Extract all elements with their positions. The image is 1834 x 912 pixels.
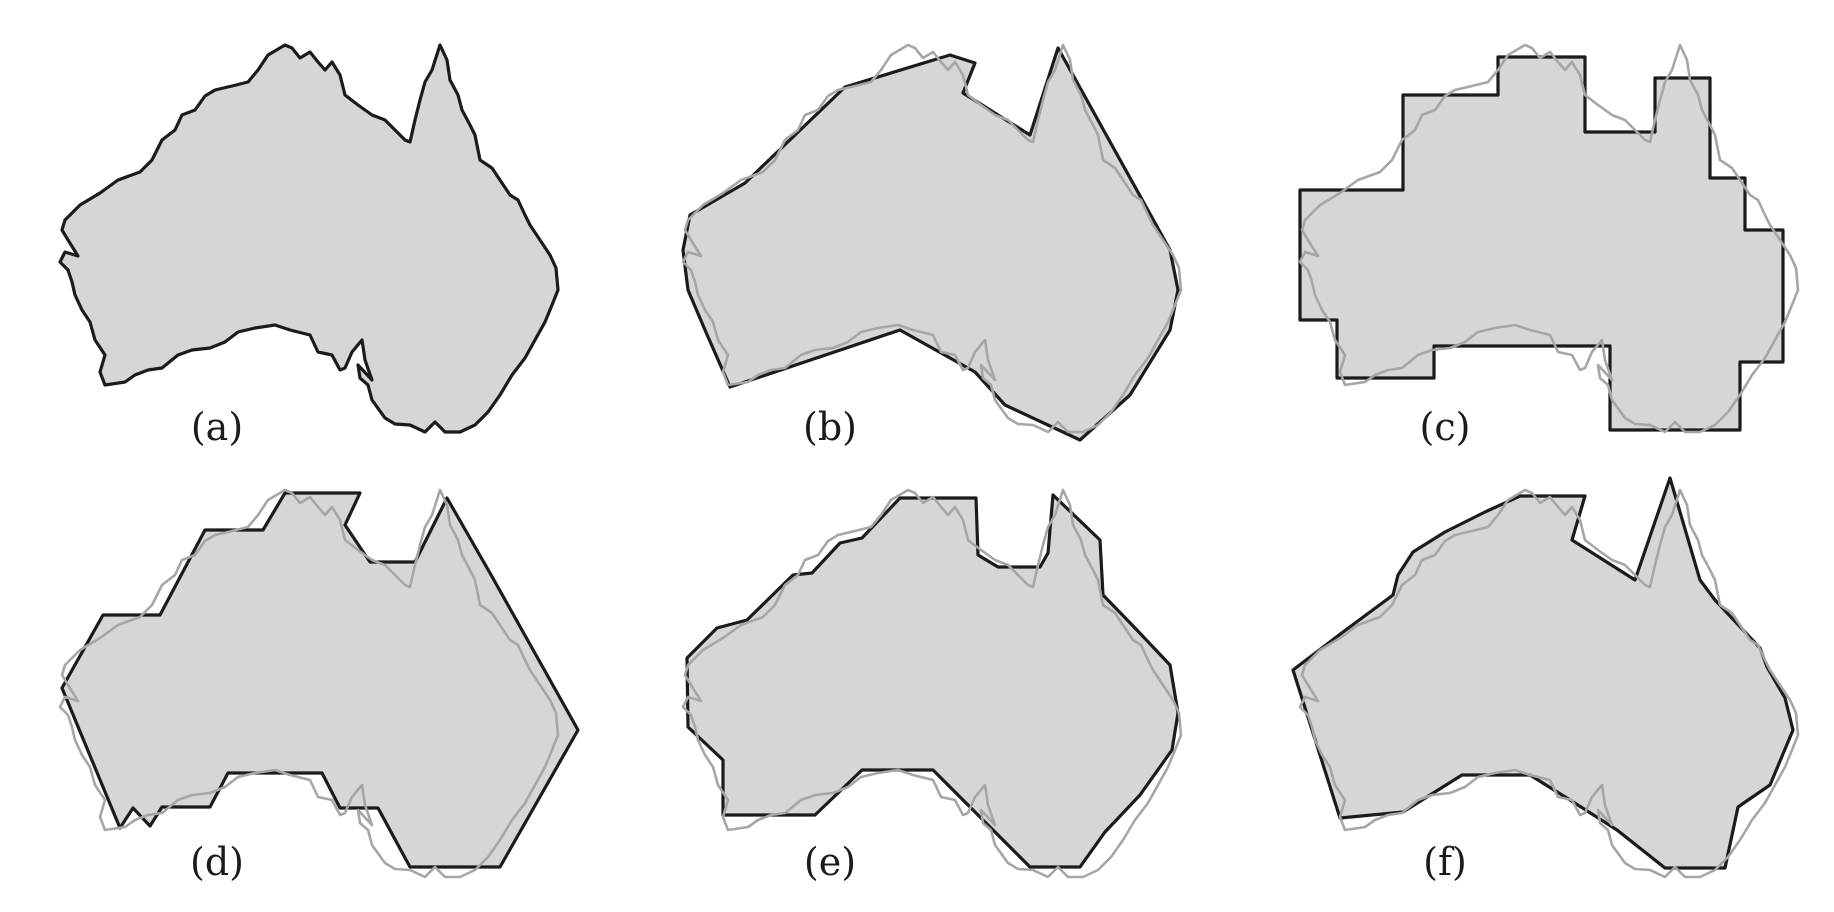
panel-b [681,43,1183,442]
panel-label-a: (a) [191,405,243,449]
panel-label-d: (d) [190,840,244,884]
panel-label-e: (e) [804,840,856,884]
freeform-approximation [1291,476,1795,870]
panel-c [1298,43,1800,434]
panel-e [681,488,1183,879]
panel-a [58,43,560,434]
hexagonal-approximation [60,491,580,869]
octagonal-approximation [685,493,1180,869]
panel-label-f: (f) [1423,840,1467,884]
panel-label-c: (c) [1420,405,1471,449]
polygon-approximation [681,46,1180,442]
grid-approximation [1298,55,1785,432]
australia-outline [58,43,560,434]
panel-label-b: (b) [803,405,857,449]
panel-f [1291,476,1800,879]
panel-d [58,488,580,879]
